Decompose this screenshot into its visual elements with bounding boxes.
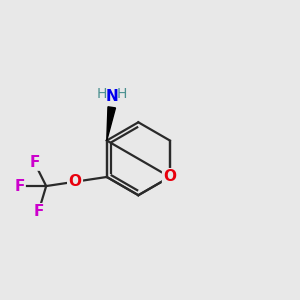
Text: F: F — [29, 155, 40, 170]
Text: O: O — [164, 169, 176, 184]
Text: N: N — [106, 88, 118, 104]
Polygon shape — [107, 107, 116, 140]
Text: H: H — [117, 87, 127, 101]
Text: H: H — [97, 87, 107, 101]
Text: F: F — [15, 178, 25, 194]
Text: F: F — [34, 204, 44, 219]
Text: O: O — [68, 174, 82, 189]
